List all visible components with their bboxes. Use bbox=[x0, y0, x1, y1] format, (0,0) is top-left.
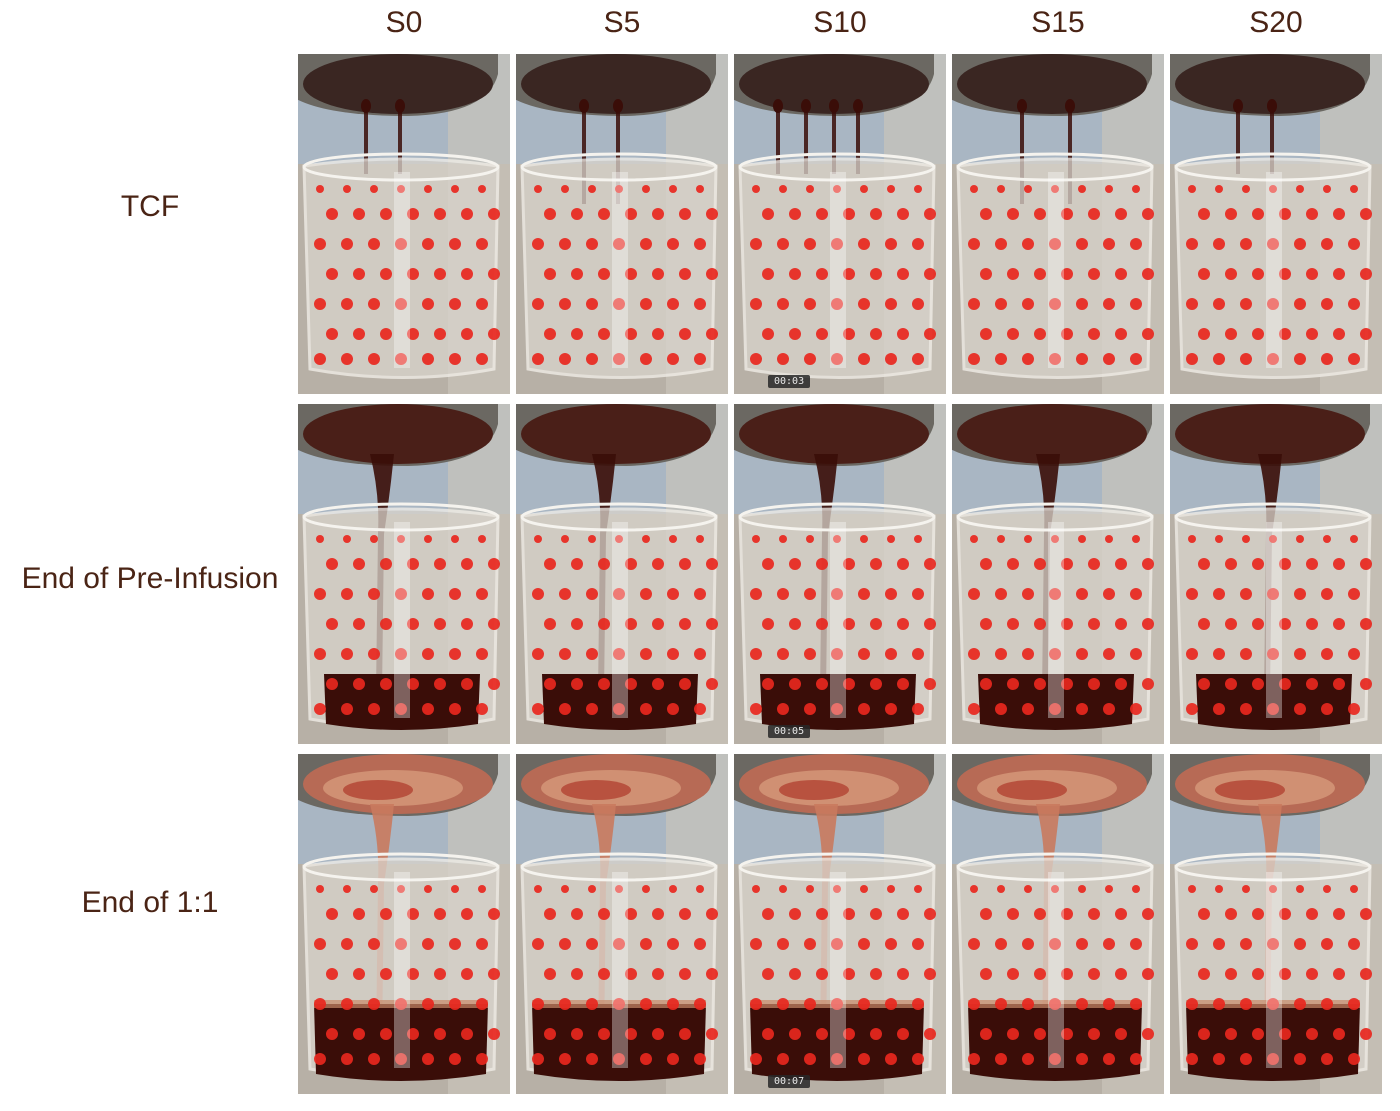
photo-tcf-s5 bbox=[516, 54, 728, 394]
column-header-s10: S10 bbox=[813, 6, 867, 39]
espresso-photo-illustration bbox=[734, 754, 946, 1094]
espresso-photo-illustration bbox=[734, 54, 946, 394]
photo-pre-s20 bbox=[1170, 404, 1382, 744]
espresso-photo-illustration bbox=[952, 404, 1164, 744]
espresso-photo-illustration bbox=[516, 754, 728, 1094]
row-header-tcf: TCF bbox=[120, 190, 180, 223]
photo-tcf-s0 bbox=[298, 54, 510, 394]
espresso-photo-illustration bbox=[516, 54, 728, 394]
column-header-s5: S5 bbox=[603, 6, 641, 39]
espresso-photo-illustration bbox=[298, 404, 510, 744]
photo-ratio-s5 bbox=[516, 754, 728, 1094]
espresso-photo-illustration bbox=[1170, 754, 1382, 1094]
video-timestamp: 00:07 bbox=[768, 1075, 811, 1088]
photo-ratio-s15 bbox=[952, 754, 1164, 1094]
photo-tcf-s20 bbox=[1170, 54, 1382, 394]
row-header-end-of-pre-infusion: End of Pre-Infusion bbox=[21, 562, 279, 595]
row-header-end-of-1-1: End of 1:1 bbox=[81, 886, 219, 919]
espresso-photo-illustration bbox=[516, 404, 728, 744]
photo-ratio-s20 bbox=[1170, 754, 1382, 1094]
espresso-photo-illustration bbox=[298, 54, 510, 394]
espresso-photo-illustration bbox=[952, 54, 1164, 394]
photo-ratio-s10: 00:07 bbox=[734, 754, 946, 1094]
photo-pre-s0 bbox=[298, 404, 510, 744]
photo-tcf-s15 bbox=[952, 54, 1164, 394]
photo-ratio-s0 bbox=[298, 754, 510, 1094]
espresso-photo-illustration bbox=[952, 754, 1164, 1094]
photo-pre-s10: 00:05 bbox=[734, 404, 946, 744]
photo-tcf-s10: 00:03 bbox=[734, 54, 946, 394]
video-timestamp: 00:05 bbox=[768, 725, 811, 738]
video-timestamp: 00:03 bbox=[768, 375, 811, 388]
column-header-s15: S15 bbox=[1031, 6, 1085, 39]
column-header-s20: S20 bbox=[1249, 6, 1303, 39]
espresso-photo-illustration bbox=[298, 754, 510, 1094]
column-header-s0: S0 bbox=[385, 6, 423, 39]
espresso-photo-illustration bbox=[1170, 404, 1382, 744]
espresso-photo-illustration bbox=[1170, 54, 1382, 394]
photo-pre-s5 bbox=[516, 404, 728, 744]
espresso-photo-illustration bbox=[734, 404, 946, 744]
photo-pre-s15 bbox=[952, 404, 1164, 744]
